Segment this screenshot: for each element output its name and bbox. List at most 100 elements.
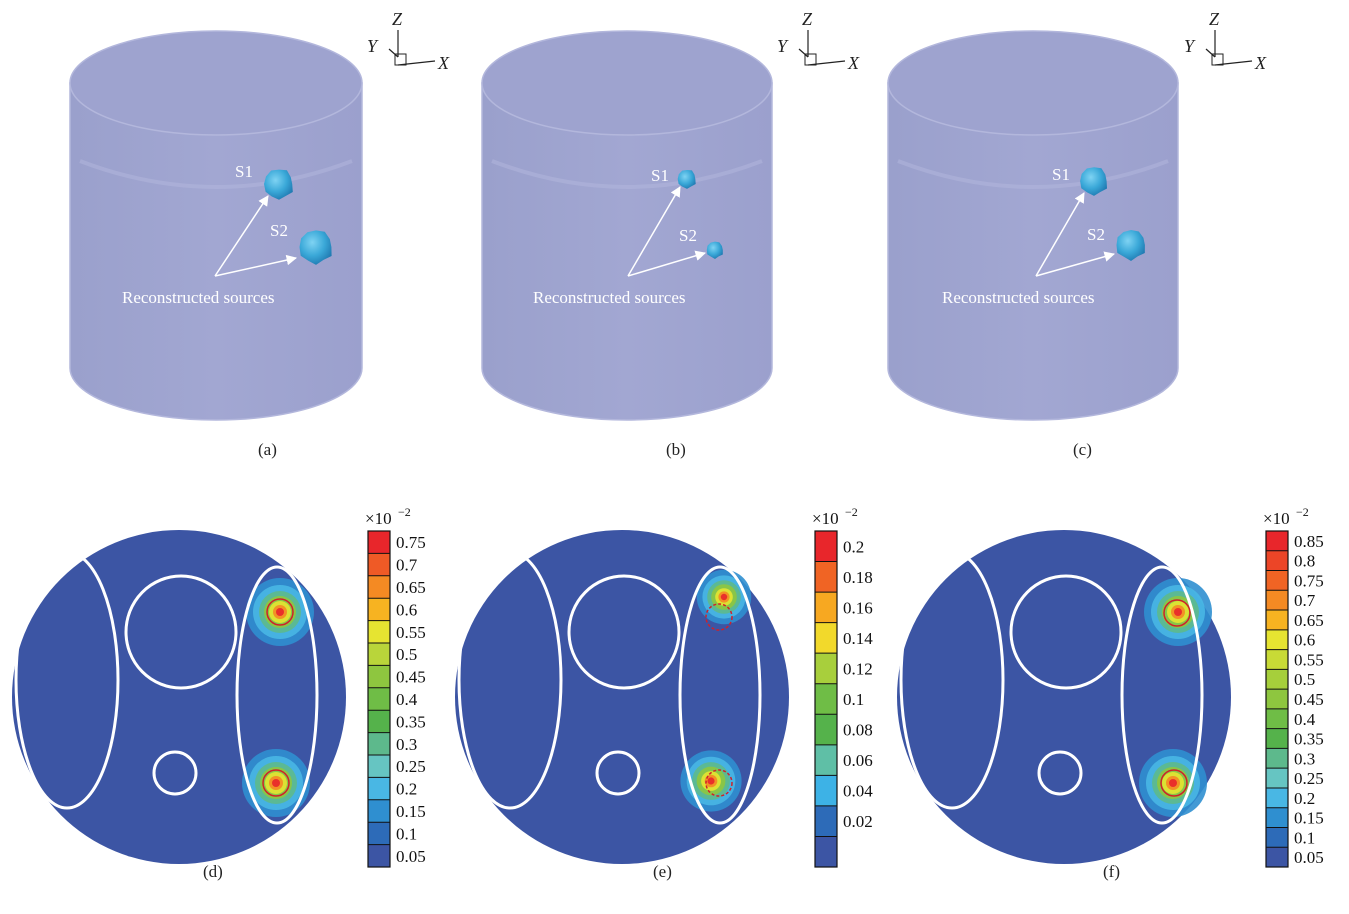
colorbar-segment: [1266, 768, 1288, 789]
panel-caption: (c): [1073, 440, 1092, 459]
colorbar-segment: [1266, 728, 1288, 749]
s1-label: S1: [1052, 165, 1070, 184]
colorbar-tick-label: 0.05: [1294, 848, 1324, 867]
axes-triad: Z X Y: [1184, 9, 1267, 73]
cylinder-panel: S1 S2 Reconstructed sources Z X Y (c): [887, 9, 1267, 459]
colorbar-exponent: −2: [1296, 505, 1309, 519]
colorbar-tick-label: 0.45: [1294, 690, 1324, 709]
s2-reconstructed-source: [299, 230, 332, 265]
true-source-circle: [266, 598, 294, 626]
colorbar-tick-label: 0.7: [396, 556, 418, 575]
y-axis-line: [1205, 48, 1216, 58]
colorbar: 0.75 0.7 0.65 0.6 0.55 0.5 0.45 0.4 0.35 0.3 0.25 0…: [365, 505, 426, 868]
s1-arrow: [1035, 192, 1085, 277]
hotspot: [242, 749, 310, 817]
true-source-circle: [1163, 599, 1191, 627]
colorbar-tick-label: 0.02: [843, 812, 873, 831]
colorbar-segment: [1266, 827, 1288, 848]
colorbar-tick-label: 0.35: [1294, 730, 1324, 749]
colorbar-tick-label: 0.12: [843, 659, 873, 678]
colorbar-tick-label: 0.18: [843, 568, 873, 587]
panel-caption: (a): [258, 440, 277, 459]
colorbar-tick-label: 0.2: [1294, 789, 1315, 808]
cylinder-top: [481, 30, 773, 136]
s2-reconstructed-source: [706, 241, 723, 259]
small-circle-outline: [595, 750, 641, 796]
colorbar-segment: [815, 531, 837, 563]
colorbar-segment: [815, 683, 837, 715]
s1-arrow: [214, 195, 269, 277]
colorbar-segment: [815, 714, 837, 746]
colorbar-segment: [368, 732, 390, 756]
x-axis-line: [1214, 60, 1253, 66]
upper-circle-outline: [1009, 574, 1123, 690]
colorbar-tick-label: 0.15: [1294, 809, 1324, 828]
cylinder-top: [69, 30, 363, 136]
hotspot: [1139, 749, 1207, 817]
colorbar-tick-label: 0.65: [396, 578, 426, 597]
colorbar-tick-label: 0.4: [1294, 710, 1316, 729]
cylinder-highlight: [897, 159, 1169, 189]
upper-circle-outline: [124, 574, 238, 690]
true-source-circle: [1160, 769, 1188, 797]
colorbar-segment: [1266, 708, 1288, 730]
colorbar-tick-label: 0.55: [396, 623, 426, 642]
panel-caption: (d): [203, 862, 223, 881]
colorbar-segment: [815, 653, 837, 685]
colorbar-segment: [368, 643, 390, 666]
colorbar-tick-label: 0.8: [1294, 552, 1315, 571]
y-axis-label: Y: [367, 36, 379, 56]
colorbar: 0.2 0.18 0.16 0.14 0.12 0.1 0.08 0.06 0.04 0.02 ×1…: [812, 505, 873, 868]
small-circle-outline: [152, 750, 198, 796]
colorbar-segment: [368, 531, 390, 554]
y-axis-line: [388, 48, 399, 58]
s1-reconstructed-source: [264, 169, 293, 200]
colorbar-tick-label: 0.08: [843, 721, 873, 740]
s2-label: S2: [679, 226, 697, 245]
colorbar-segment: [815, 592, 837, 624]
hotspot-ring: [720, 593, 728, 601]
colorbar-segment: [1266, 531, 1288, 552]
x-axis-label: X: [847, 53, 860, 73]
colorbar-segment: [368, 575, 390, 599]
colorbar-tick-label: 0.25: [1294, 769, 1324, 788]
colorbar-tick-label: 0.75: [396, 533, 426, 552]
colorbar-segment: [1266, 787, 1288, 809]
x-axis-line: [397, 60, 436, 66]
colorbar-segment: [368, 598, 390, 622]
y-axis-line: [798, 48, 809, 58]
colorbar-tick-label: 0.16: [843, 598, 873, 617]
colorbar-segment: [368, 822, 390, 846]
colorbar-segment: [815, 775, 837, 807]
colorbar-segment: [368, 620, 390, 644]
colorbar-tick-label: 0.1: [1294, 828, 1315, 847]
left-ellipse-outline: [899, 550, 1005, 810]
colorbar-segment: [1266, 748, 1288, 769]
colorbar-multiplier: ×10: [365, 509, 392, 528]
y-axis-label: Y: [1184, 36, 1196, 56]
colorbar-tick-label: 0.05: [396, 847, 426, 866]
s2-label: S2: [1087, 225, 1105, 244]
hotspot-ring: [276, 608, 284, 616]
colorbar-segment: [815, 836, 837, 868]
cylinder-highlight: [79, 159, 353, 189]
x-axis-label: X: [437, 53, 450, 73]
true-source-circle: [705, 603, 733, 631]
left-ellipse-outline: [457, 550, 563, 810]
colorbar-segment: [368, 844, 390, 868]
colorbar-segment: [1266, 590, 1288, 611]
s1-reconstructed-source: [1080, 167, 1107, 196]
colorbar-multiplier: ×10: [812, 509, 839, 528]
colorbar-multiplier: ×10: [1263, 509, 1290, 528]
colorbar-tick-label: 0.5: [1294, 670, 1315, 689]
hotspot: [696, 569, 752, 625]
colorbar-segment: [1266, 807, 1288, 828]
cylinder-body: [69, 82, 363, 421]
colorbar-segment: [368, 710, 390, 734]
cylinder-panel: S1 S2 Reconstructed sources Z X Y (b): [481, 9, 860, 459]
colorbar-segment: [368, 687, 390, 711]
reconstructed-sources-label: Reconstructed sources: [122, 288, 274, 307]
y-axis-label: Y: [777, 36, 789, 56]
slice-panel: 0.2 0.18 0.16 0.14 0.12 0.1 0.08 0.06 0.04 0.02 ×1…: [455, 505, 873, 881]
